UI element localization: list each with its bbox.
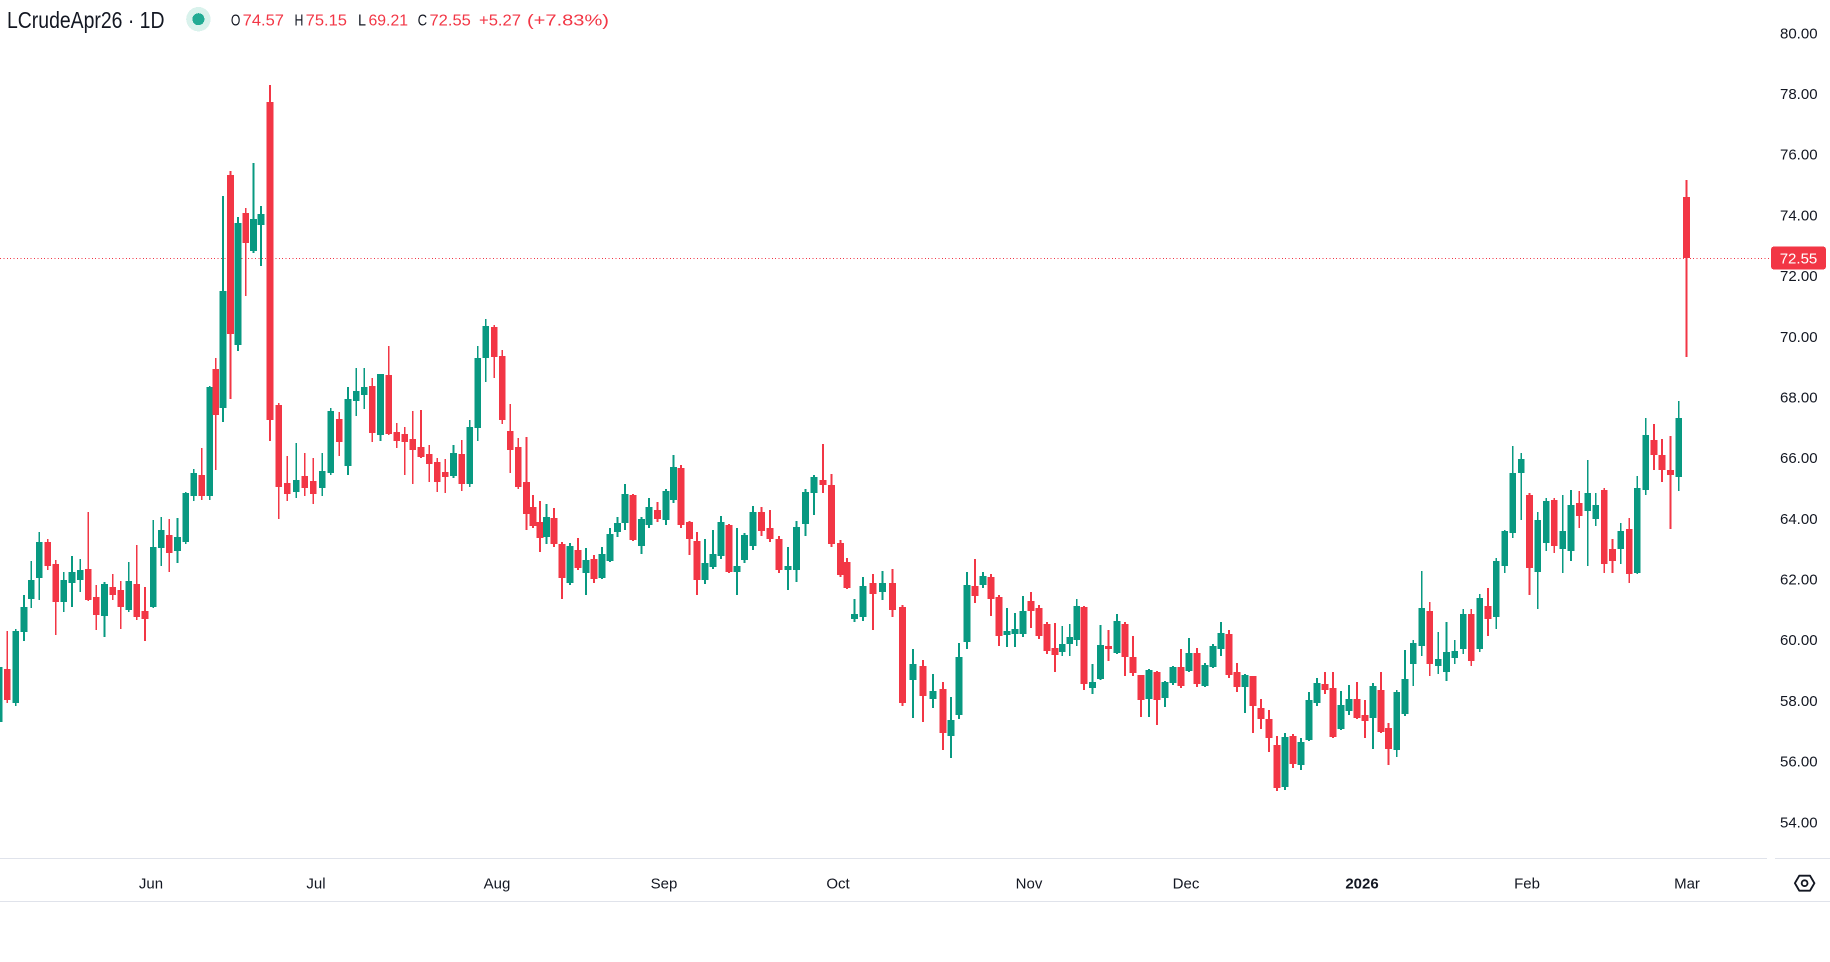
svg-text:76.00: 76.00 bbox=[1780, 147, 1818, 164]
svg-text:54.00: 54.00 bbox=[1780, 814, 1818, 831]
svg-text:64.00: 64.00 bbox=[1780, 511, 1818, 528]
svg-text:Mar: Mar bbox=[1674, 875, 1700, 892]
svg-text:L: L bbox=[358, 13, 366, 30]
svg-text:Feb: Feb bbox=[1514, 875, 1540, 892]
svg-text:74.00: 74.00 bbox=[1780, 207, 1818, 224]
svg-text:69.21: 69.21 bbox=[369, 13, 409, 30]
svg-text:C: C bbox=[418, 13, 428, 30]
svg-text:78.00: 78.00 bbox=[1780, 86, 1818, 103]
svg-text:66.00: 66.00 bbox=[1780, 450, 1818, 467]
svg-text:H: H bbox=[295, 13, 304, 30]
svg-text:2026: 2026 bbox=[1345, 875, 1378, 892]
svg-text:62.00: 62.00 bbox=[1780, 572, 1818, 589]
svg-text:Oct: Oct bbox=[826, 875, 850, 892]
svg-text:74.57: 74.57 bbox=[243, 13, 284, 30]
svg-text:80.00: 80.00 bbox=[1780, 25, 1818, 42]
svg-text:68.00: 68.00 bbox=[1780, 389, 1818, 406]
svg-text:Sep: Sep bbox=[651, 875, 678, 892]
svg-text:56.00: 56.00 bbox=[1780, 754, 1818, 771]
svg-text:75.15: 75.15 bbox=[306, 13, 347, 30]
svg-text:72.00: 72.00 bbox=[1780, 268, 1818, 285]
svg-text:Dec: Dec bbox=[1173, 875, 1200, 892]
svg-text:Jun: Jun bbox=[139, 875, 163, 892]
svg-text:(+7.83%): (+7.83%) bbox=[527, 13, 609, 30]
svg-text:70.00: 70.00 bbox=[1780, 329, 1818, 346]
svg-text:72.55: 72.55 bbox=[1780, 251, 1818, 268]
svg-text:58.00: 58.00 bbox=[1780, 693, 1818, 710]
svg-text:+5.27: +5.27 bbox=[479, 13, 521, 30]
svg-text:Aug: Aug bbox=[484, 875, 511, 892]
svg-text:60.00: 60.00 bbox=[1780, 632, 1818, 649]
svg-text:72.55: 72.55 bbox=[430, 13, 471, 30]
svg-text:Nov: Nov bbox=[1016, 875, 1043, 892]
svg-text:O: O bbox=[231, 13, 241, 30]
svg-text:LCrudeApr26 · 1D: LCrudeApr26 · 1D bbox=[7, 7, 165, 33]
svg-text:Jul: Jul bbox=[306, 875, 325, 892]
